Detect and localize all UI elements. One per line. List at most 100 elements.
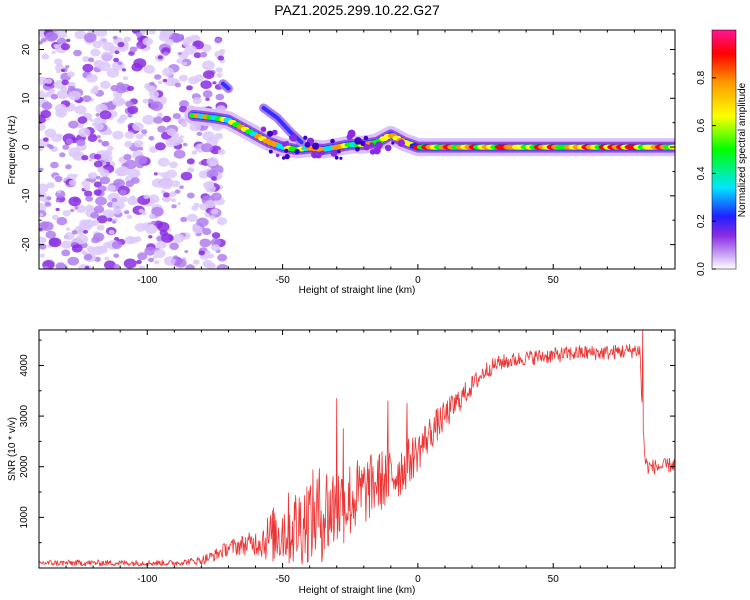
noise-blob (186, 192, 195, 199)
y-tick-label: -10 (21, 188, 32, 203)
noise-blob (179, 185, 184, 189)
noise-blob (212, 81, 217, 85)
noise-blob (148, 136, 155, 141)
noise-blob (165, 38, 174, 46)
noise-blob (73, 49, 82, 57)
noise-blob (135, 133, 144, 140)
noise-blob (61, 240, 72, 249)
noise-blob (54, 103, 67, 113)
noise-blob (215, 67, 223, 73)
noise-blob (142, 114, 156, 125)
noise-blob (135, 155, 148, 165)
noise-blob (161, 195, 172, 203)
noise-blob (127, 85, 134, 92)
noise-blob (202, 60, 215, 71)
noise-blob (165, 138, 177, 147)
noise-blob (130, 195, 135, 199)
noise-blob (153, 172, 159, 176)
noise-blob (182, 61, 188, 66)
noise-blob (122, 76, 129, 81)
ridge-scatter (337, 149, 341, 154)
colorbar-ticks: 0.0 0.2 0.4 0.6 0.8 (696, 70, 716, 276)
noise-blob (157, 172, 162, 176)
noise-blob (198, 250, 205, 256)
noise-blob (68, 196, 82, 207)
noise-blob (193, 52, 202, 59)
noise-blob (48, 237, 62, 248)
noise-blob (95, 196, 107, 206)
ridge-scatter (284, 153, 290, 160)
noise-blob (162, 67, 175, 77)
noise-blob (126, 214, 133, 219)
noise-blob (82, 56, 90, 62)
noise-blob (106, 129, 113, 135)
noise-blob (46, 182, 55, 189)
noise-blob (104, 260, 116, 269)
noise-blob (62, 210, 71, 217)
noise-blob (148, 257, 154, 263)
ridge-scatter (289, 134, 298, 142)
noise-blob (68, 153, 73, 157)
noise-blob (112, 35, 118, 40)
noise-blob (48, 145, 54, 150)
noise-blob (160, 177, 173, 187)
noise-blob (56, 217, 68, 226)
noise-blob (65, 65, 70, 69)
noise-blob (57, 190, 62, 194)
noise-blob (44, 201, 52, 207)
noise-blob (172, 255, 179, 260)
noise-blob (178, 34, 185, 39)
ridge-scatter (354, 137, 362, 145)
noise-blob (136, 259, 142, 265)
noise-blob (98, 61, 111, 72)
noise-blob (160, 189, 166, 194)
noise-blob (204, 200, 216, 209)
noise-blob (50, 93, 59, 100)
noise-blob (143, 194, 150, 200)
noise-blob (39, 146, 43, 152)
noise-blob (169, 161, 178, 169)
noise-blob (60, 68, 65, 72)
noise-blob (108, 229, 115, 235)
noise-blob (70, 208, 75, 213)
noise-blob (40, 109, 52, 119)
noise-blob (179, 74, 188, 82)
noise-blob (45, 196, 52, 201)
noise-blob (157, 80, 163, 85)
noise-blob (165, 169, 177, 179)
noise-blob (112, 130, 124, 140)
noise-blob (95, 30, 108, 37)
noise-blob (100, 51, 114, 62)
noise-blob (89, 118, 94, 122)
ridge-scatter (311, 150, 319, 159)
y-tick-label: -20 (21, 237, 32, 252)
noise-blob (179, 135, 184, 139)
noise-blob (97, 139, 103, 143)
noise-blob (138, 146, 144, 151)
noise-blob (174, 189, 181, 194)
noise-blob (173, 149, 186, 159)
noise-blob (185, 36, 193, 42)
noise-blob (95, 175, 101, 180)
spectrogram-y-label: Frequency (Hz) (7, 116, 18, 185)
noise-blob (75, 234, 89, 245)
noise-blob (81, 250, 88, 255)
noise-blob (101, 141, 108, 146)
noise-blob (141, 211, 147, 216)
noise-blob (211, 232, 221, 239)
noise-blob (156, 221, 170, 232)
colorbar-tick-label: 0.0 (696, 262, 707, 276)
noise-blob (68, 90, 81, 101)
noise-blob (56, 89, 70, 100)
noise-blob (107, 145, 114, 151)
noise-blob (55, 199, 60, 203)
y-tick-label: 1000 (19, 506, 30, 529)
snr-y-label: SNR (10 * v/v) (7, 417, 18, 481)
ridge-scatter (275, 153, 280, 158)
ridge-scatter (334, 155, 339, 160)
colorbar-tick-label: 0.2 (696, 214, 707, 228)
noise-blob (51, 51, 56, 54)
noise-blob (192, 97, 202, 105)
noise-blob (192, 225, 203, 234)
